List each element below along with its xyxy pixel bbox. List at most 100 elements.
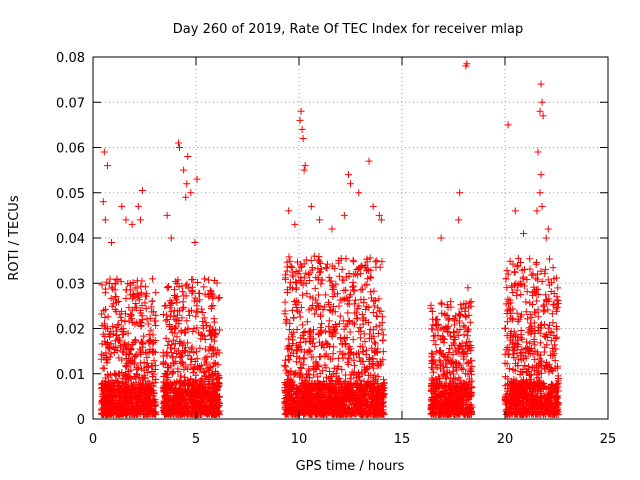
- data-point: [197, 406, 205, 414]
- data-point: [356, 324, 364, 332]
- data-point: [190, 325, 198, 333]
- data-point: [193, 380, 201, 388]
- data-point: [303, 318, 311, 326]
- data-point: [340, 325, 348, 333]
- data-point: [123, 406, 131, 414]
- data-point: [186, 395, 194, 403]
- data-point: [444, 316, 452, 324]
- data-point: [108, 283, 116, 291]
- data-point: [140, 332, 148, 340]
- data-point: [288, 264, 296, 272]
- data-point: [116, 370, 124, 378]
- data-point: [288, 306, 296, 314]
- data-point: [175, 399, 183, 407]
- data-point: [325, 317, 333, 325]
- data-point: [175, 395, 183, 403]
- data-point: [169, 336, 177, 344]
- data-point: [322, 291, 330, 299]
- data-point: [124, 329, 132, 337]
- data-point: [100, 391, 108, 399]
- x-axis-label: GPS time / hours: [296, 459, 405, 474]
- data-point: [133, 370, 141, 378]
- data-point: [163, 284, 171, 292]
- data-point: [99, 399, 107, 407]
- data-point: [104, 313, 112, 321]
- data-point: [111, 280, 119, 288]
- data-point: [205, 347, 213, 355]
- data-point: [428, 325, 436, 333]
- data-point: [166, 301, 174, 309]
- x-tick-label: 10: [291, 432, 308, 447]
- data-point: [286, 257, 294, 265]
- data-point: [98, 380, 106, 388]
- data-point: [299, 134, 307, 142]
- data-point: [176, 144, 184, 151]
- data-point: [110, 379, 118, 387]
- data-point: [307, 202, 315, 210]
- data-point: [103, 162, 111, 170]
- data-point: [111, 306, 119, 314]
- data-point: [127, 360, 135, 368]
- data-point: [210, 318, 218, 326]
- data-point: [122, 343, 130, 351]
- data-point: [168, 370, 176, 378]
- data-point: [300, 355, 308, 363]
- data-point: [161, 391, 169, 399]
- y-tick-label: 0.03: [56, 277, 85, 292]
- data-point: [174, 365, 182, 373]
- data-point: [188, 289, 196, 297]
- data-point: [370, 302, 378, 310]
- data-point: [143, 315, 151, 323]
- data-point: [106, 275, 114, 283]
- data-point: [298, 125, 306, 133]
- data-point: [501, 324, 509, 332]
- data-point: [172, 323, 180, 331]
- data-point: [129, 410, 137, 418]
- data-point: [99, 330, 107, 338]
- data-point: [185, 307, 193, 315]
- data-point: [182, 292, 190, 300]
- data-point: [172, 294, 180, 302]
- data-point: [107, 350, 115, 358]
- data-point: [380, 376, 388, 384]
- data-point: [98, 281, 106, 289]
- data-point: [142, 402, 150, 410]
- data-point: [127, 366, 135, 374]
- data-point: [115, 354, 123, 362]
- data-point: [316, 216, 324, 224]
- data-point: [541, 306, 549, 314]
- data-point: [171, 345, 179, 353]
- data-point: [301, 162, 309, 170]
- data-point: [209, 325, 217, 333]
- y-tick-label: 0.06: [56, 142, 85, 157]
- data-point: [209, 302, 217, 310]
- data-point: [544, 324, 552, 332]
- data-point: [122, 373, 130, 381]
- data-point: [148, 405, 156, 413]
- data-point: [167, 308, 175, 316]
- data-point: [135, 382, 143, 390]
- data-point: [349, 336, 357, 344]
- y-tick-label: 0.02: [56, 323, 85, 338]
- data-point: [126, 281, 134, 289]
- data-point: [178, 388, 186, 396]
- data-point: [142, 305, 150, 313]
- data-point: [199, 309, 207, 317]
- data-point: [299, 321, 307, 329]
- data-point: [181, 347, 189, 355]
- x-tick-label: 25: [600, 432, 617, 447]
- data-point: [138, 302, 146, 310]
- data-point: [101, 320, 109, 328]
- data-point: [164, 341, 172, 349]
- data-point: [175, 283, 183, 291]
- data-point: [537, 80, 545, 88]
- data-point: [145, 399, 153, 407]
- data-point: [143, 359, 151, 367]
- data-point: [513, 292, 521, 300]
- data-point: [122, 362, 130, 370]
- data-point: [107, 340, 115, 348]
- y-axis-label: ROTI / TECUs: [7, 195, 22, 280]
- data-point: [118, 404, 126, 412]
- data-point: [366, 254, 374, 262]
- data-point: [466, 299, 474, 307]
